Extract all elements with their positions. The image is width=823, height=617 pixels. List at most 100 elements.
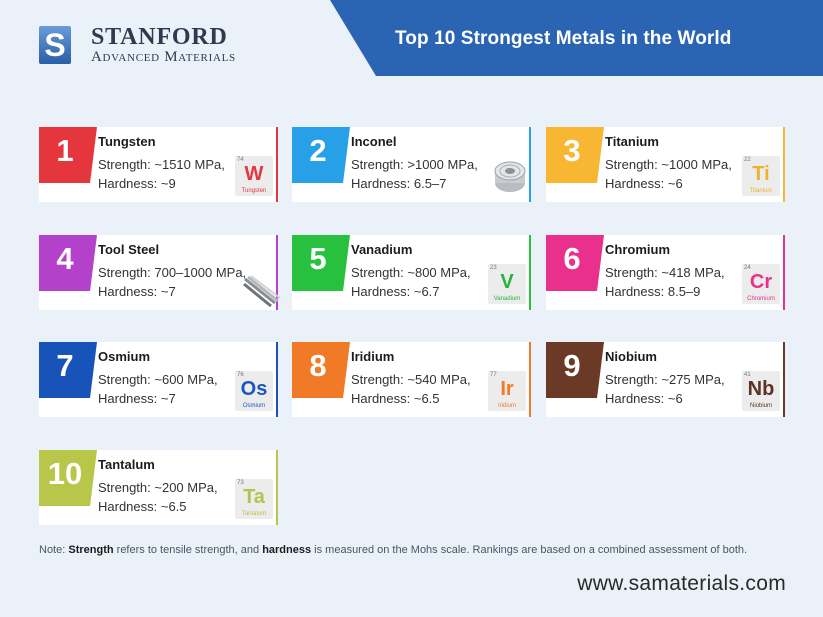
- rank-badge: 6: [546, 235, 604, 291]
- card-accent-edge: [783, 342, 785, 417]
- atomic-number: 76: [237, 372, 244, 378]
- strength-text: Strength: >1000 MPa,: [351, 157, 478, 172]
- note-part-3: is measured on the Mohs scale. Rankings …: [311, 544, 748, 556]
- rank-number: 10: [47, 456, 83, 491]
- strength-text: Strength: ~1000 MPa,: [605, 157, 732, 172]
- rank-badge: 7: [39, 342, 97, 398]
- brand-name: STANFORD: [91, 24, 228, 50]
- card-accent-edge: [783, 235, 785, 310]
- rank-number: 2: [309, 133, 327, 168]
- element-symbol: W: [244, 163, 264, 185]
- strength-text: Strength: ~418 MPa,: [605, 265, 725, 280]
- element-name: Chromium: [747, 296, 775, 302]
- rank-number: 6: [563, 241, 581, 276]
- element-symbol: Os: [240, 378, 268, 400]
- metal-name: Chromium: [605, 242, 670, 257]
- element-symbol: V: [500, 271, 514, 293]
- hardness-text: Hardness: ~6.5: [351, 391, 440, 406]
- element-symbol: Ir: [500, 378, 514, 400]
- note-prefix: Note:: [39, 544, 69, 556]
- element-name: Titanium: [749, 188, 773, 194]
- metal-card: 10 Tantalum Strength: ~200 MPa, Hardness: ~…: [39, 450, 278, 525]
- atomic-number: 24: [744, 265, 751, 271]
- element-tile: 23 V Vanadium: [488, 264, 526, 304]
- element-name: Tungsten: [241, 188, 267, 194]
- element-name: Vanadium: [493, 296, 521, 302]
- element-symbol: Nb: [747, 378, 775, 400]
- metal-name: Vanadium: [351, 242, 413, 257]
- element-symbol: Cr: [749, 271, 773, 293]
- rank-number: 4: [56, 241, 74, 276]
- note-hardness-term: hardness: [262, 544, 312, 556]
- hardness-text: Hardness: ~6: [605, 176, 683, 191]
- hardness-text: Hardness: ~6.7: [351, 284, 440, 299]
- metal-card: 1 Tungsten Strength: ~1510 MPa, Hardness: ~…: [39, 127, 278, 202]
- rank-number: 9: [563, 348, 581, 383]
- website-url[interactable]: www.samaterials.com: [577, 572, 786, 595]
- element-tile: 77 Ir Iridium: [488, 371, 526, 411]
- card-accent-edge: [276, 127, 278, 202]
- metal-name: Tungsten: [98, 134, 156, 149]
- note-strength-term: Strength: [68, 544, 114, 556]
- strength-text: Strength: ~275 MPa,: [605, 372, 725, 387]
- element-tile: 22 Ti Titanium: [742, 156, 780, 196]
- metal-name: Tantalum: [98, 457, 155, 472]
- brand-subtitle: Advanced Materials: [91, 49, 236, 65]
- metal-card: 9 Niobium Strength: ~275 MPa, Hardness: ~6 4…: [546, 342, 785, 417]
- hardness-text: Hardness: ~6.5: [98, 499, 187, 514]
- metal-name: Iridium: [351, 349, 395, 364]
- strength-text: Strength: ~600 MPa,: [98, 372, 218, 387]
- card-accent-edge: [529, 235, 531, 310]
- metal-card: 4 Tool Steel Strength: 700–1000 MPa, Hardne…: [39, 235, 281, 310]
- element-name: Tantalum: [241, 511, 267, 517]
- steel-rods-icon: [243, 275, 281, 308]
- rank-badge: 10: [39, 450, 97, 506]
- rank-badge: 4: [39, 235, 97, 291]
- metal-name: Titanium: [605, 134, 659, 149]
- hardness-text: Hardness: ~7: [98, 391, 176, 406]
- atomic-number: 73: [237, 480, 244, 486]
- strength-text: Strength: ~540 MPa,: [351, 372, 471, 387]
- card-accent-edge: [276, 450, 278, 525]
- rank-badge: 5: [292, 235, 350, 291]
- metal-card: 7 Osmium Strength: ~600 MPa, Hardness: ~7 76…: [39, 342, 278, 417]
- element-name: Osmium: [242, 403, 266, 409]
- hardness-text: Hardness: 8.5–9: [605, 284, 701, 299]
- card-accent-edge: [529, 127, 531, 202]
- card-accent-edge: [529, 342, 531, 417]
- element-name: Iridium: [497, 403, 516, 409]
- hardness-text: Hardness: ~9: [98, 176, 176, 191]
- element-tile: 76 Os Osmium: [235, 371, 273, 411]
- metal-card: 3 Titanium Strength: ~1000 MPa, Hardness: ~…: [546, 127, 785, 202]
- brand-logo: S: [39, 26, 71, 64]
- metal-name: Inconel: [351, 134, 397, 149]
- metal-name: Niobium: [605, 349, 657, 364]
- rank-badge: 1: [39, 127, 97, 183]
- element-symbol: Ta: [243, 486, 265, 508]
- element-tile: 41 Nb Niobium: [742, 371, 780, 411]
- hardness-text: Hardness: ~6: [605, 391, 683, 406]
- rank-badge: 2: [292, 127, 350, 183]
- atomic-number: 77: [490, 372, 497, 378]
- element-tile: 74 W Tungsten: [235, 156, 273, 196]
- element-symbol: Ti: [752, 163, 770, 185]
- metal-card: 2 Inconel Strength: >1000 MPa, Hardness: 6.…: [292, 127, 531, 202]
- hardness-text: Hardness: ~7: [98, 284, 176, 299]
- card-accent-edge: [276, 235, 278, 310]
- atomic-number: 23: [490, 265, 497, 271]
- element-name: Niobium: [749, 403, 772, 409]
- hardness-text: Hardness: 6.5–7: [351, 176, 447, 191]
- metal-card: 5 Vanadium Strength: ~800 MPa, Hardness: ~6…: [292, 235, 531, 310]
- rank-number: 1: [56, 133, 74, 168]
- card-accent-edge: [783, 127, 785, 202]
- metal-card: 6 Chromium Strength: ~418 MPa, Hardness: 8.…: [546, 235, 785, 310]
- card-accent-edge: [276, 342, 278, 417]
- header-band: [330, 0, 823, 76]
- strength-text: Strength: ~1510 MPa,: [98, 157, 225, 172]
- rank-badge: 9: [546, 342, 604, 398]
- metal-name: Tool Steel: [98, 242, 160, 257]
- atomic-number: 41: [744, 372, 751, 378]
- rank-badge: 3: [546, 127, 604, 183]
- rank-number: 3: [563, 133, 581, 168]
- strength-text: Strength: 700–1000 MPa,: [98, 265, 247, 280]
